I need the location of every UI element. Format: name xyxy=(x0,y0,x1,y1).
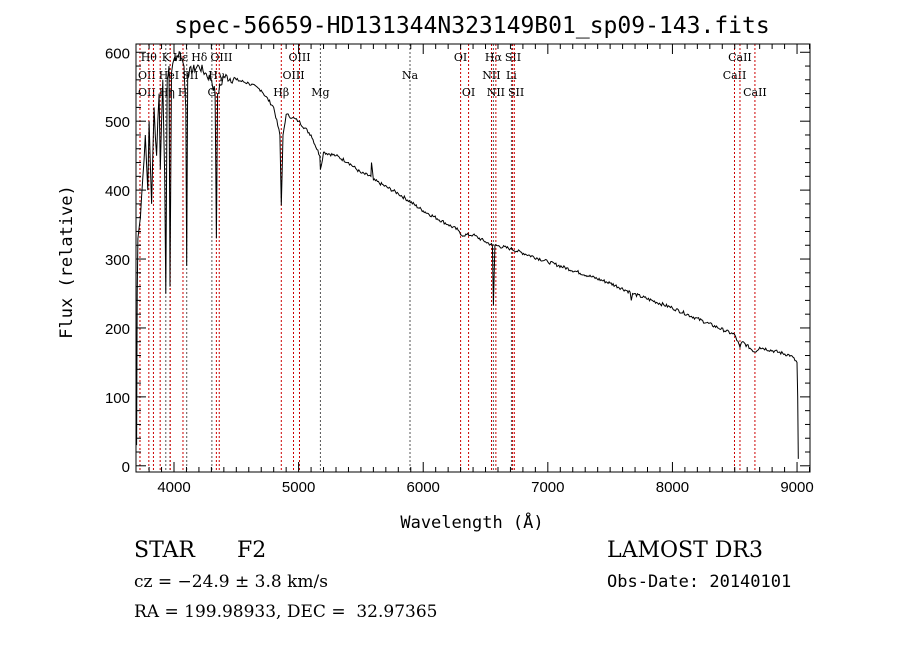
line-marker-label: Hα xyxy=(485,51,503,64)
line-marker-label: OIII xyxy=(210,51,232,64)
line-marker-label: Li xyxy=(506,69,517,82)
y-tick-label: 100 xyxy=(105,390,130,407)
line-marker-label: Na xyxy=(402,69,419,82)
survey-label: LAMOST DR3 xyxy=(607,538,763,563)
chart-title: spec-56659-HD131344N323149B01_sp09-143.f… xyxy=(174,13,769,39)
y-axis-label: Flux (relative) xyxy=(57,185,77,339)
line-marker-label: OIII xyxy=(283,69,305,82)
subclass-label: F2 xyxy=(237,538,267,563)
spectrum-line xyxy=(136,51,799,459)
line-marker-label: NII xyxy=(482,69,500,82)
line-marker-label: Hβ xyxy=(273,86,289,99)
line-marker-label: Hδ xyxy=(191,51,208,64)
line-marker-label: OII xyxy=(138,86,156,99)
x-tick-label: 9000 xyxy=(780,479,813,496)
line-marker-label: Mg xyxy=(311,86,329,99)
x-tick-label: 6000 xyxy=(407,479,440,496)
y-tick-label: 400 xyxy=(105,183,130,200)
coordinates-text: RA = 199.98933, DEC = 32.97365 xyxy=(134,602,438,622)
x-tick-label: 4000 xyxy=(157,479,190,496)
y-tick-label: 500 xyxy=(105,114,130,131)
line-marker-label: Hθ xyxy=(141,51,158,64)
line-marker-label: NII xyxy=(487,86,505,99)
y-tick-label: 300 xyxy=(105,252,130,269)
line-marker-label: SII xyxy=(505,51,521,64)
class-label: STAR xyxy=(134,538,195,563)
x-tick-label: 8000 xyxy=(656,479,689,496)
line-marker-label: G xyxy=(208,86,217,99)
x-tick-label: 7000 xyxy=(531,479,564,496)
y-tick-label: 0 xyxy=(122,459,130,476)
line-marker-label: OII xyxy=(138,69,156,82)
line-marker-label: SII xyxy=(508,86,524,99)
line-marker-label: OI xyxy=(454,51,467,64)
line-marker-label: OI xyxy=(462,86,475,99)
line-marker-label: CaII xyxy=(723,69,747,82)
line-marker-label: CaII xyxy=(728,51,752,64)
plot-frame xyxy=(135,43,811,473)
x-axis-label: Wavelength (Å) xyxy=(400,511,543,533)
line-marker-label: Hγ xyxy=(208,69,225,82)
x-tick-label: 5000 xyxy=(282,479,315,496)
y-tick-label: 600 xyxy=(105,45,130,62)
y-tick-label: 200 xyxy=(105,321,130,338)
redshift-text: cz = −24.9 ± 3.8 km/s xyxy=(134,572,328,592)
object-class: STAR F2 xyxy=(134,538,266,563)
line-marker-label: CaII xyxy=(743,86,767,99)
line-marker-label: K xyxy=(162,51,171,64)
obs-date-text: Obs-Date: 20140101 xyxy=(607,572,792,592)
line-marker-label: OIII xyxy=(289,51,311,64)
